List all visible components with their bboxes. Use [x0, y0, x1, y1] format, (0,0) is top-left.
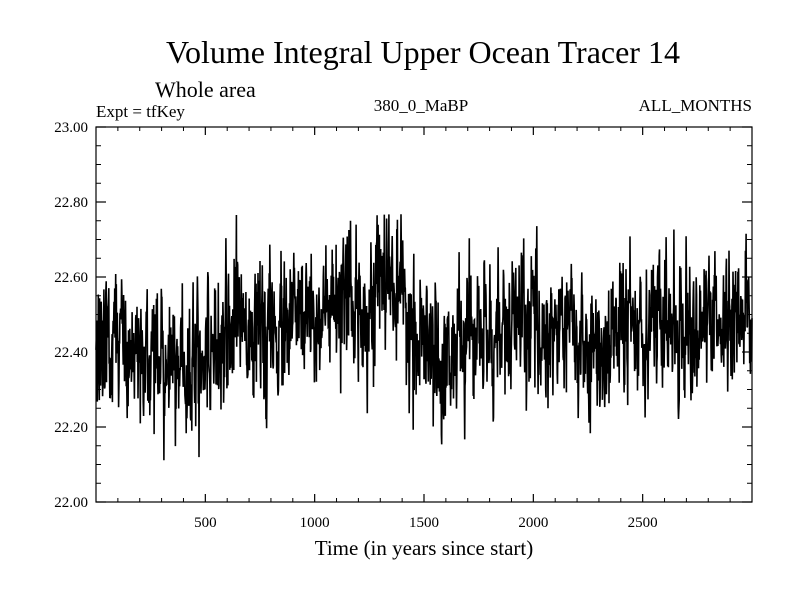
x-tick-label: 1000: [300, 515, 330, 531]
annotation-right: ALL_MONTHS: [639, 96, 752, 115]
x-tick-label: 1500: [409, 515, 439, 531]
x-tick-label: 500: [194, 515, 217, 531]
y-tick-label: 22.60: [54, 270, 88, 286]
y-tick-label: 22.80: [54, 195, 88, 211]
y-tick-label: 22.40: [54, 345, 88, 361]
series-group: [95, 214, 753, 461]
chart-subtitle: Whole area: [155, 77, 256, 102]
annotation-center: 380_0_MaBP: [374, 96, 468, 115]
annotation-left: Expt = tfKey: [96, 102, 185, 121]
x-tick-label: 2000: [518, 515, 548, 531]
chart-title: Volume Integral Upper Ocean Tracer 14: [166, 34, 680, 70]
y-tick-label: 22.20: [54, 420, 88, 436]
x-axis-label: Time (in years since start): [315, 536, 534, 560]
x-tick-label: 2500: [628, 515, 658, 531]
y-tick-label: 23.00: [54, 120, 88, 136]
axis-ticks: [96, 126, 752, 503]
series-line: [95, 214, 753, 461]
y-tick-label: 22.00: [54, 495, 88, 511]
axis-tick-labels: 500 1000 1500 2000 2500 22.00 22.20 22.40 22.60 2…: [54, 120, 657, 531]
